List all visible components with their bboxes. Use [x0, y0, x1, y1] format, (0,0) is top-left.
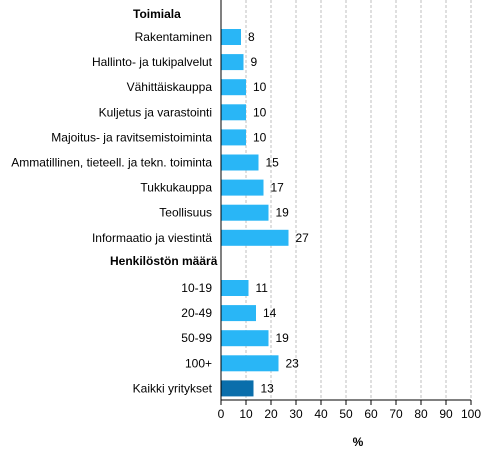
data-label: 10 — [253, 130, 267, 144]
category-label: Informaatio ja viestintä — [92, 231, 212, 245]
bar — [221, 54, 244, 71]
x-tick-label: 40 — [314, 407, 328, 421]
data-label: 17 — [271, 181, 285, 195]
bar — [221, 204, 269, 221]
category-label: Kuljetus ja varastointi — [99, 105, 212, 119]
x-tick-label: 80 — [414, 407, 428, 421]
bar — [221, 79, 246, 96]
bar — [221, 305, 256, 322]
category-label: Vähittäiskauppa — [127, 80, 213, 94]
bars — [221, 29, 289, 397]
bar — [221, 330, 269, 347]
data-label: 11 — [256, 281, 269, 295]
x-tick-label: 10 — [239, 407, 253, 421]
bar — [221, 355, 279, 372]
category-label: Kaikki yritykset — [133, 381, 213, 395]
category-label: 20-49 — [181, 306, 212, 320]
labels: Toimiala Rakentaminen 8 Hallinto- ja tukipa… — [11, 7, 309, 395]
x-tick-label: 50 — [339, 407, 353, 421]
bar — [221, 129, 246, 146]
x-axis: 0 10 20 30 40 50 60 70 80 90 100% — [218, 0, 481, 449]
bar — [221, 29, 241, 45]
x-tick-label: 30 — [289, 407, 303, 421]
x-axis-label: % — [353, 435, 364, 449]
data-label: 27 — [296, 231, 310, 245]
data-label: 23 — [286, 356, 300, 370]
data-label: 19 — [276, 331, 290, 345]
bar — [221, 380, 254, 397]
category-label: 100+ — [185, 356, 212, 370]
bar — [221, 154, 259, 171]
category-label: Teollisuus — [159, 206, 212, 220]
data-label: 15 — [266, 156, 280, 170]
data-label: 8 — [248, 30, 255, 44]
x-tick-label: 100 — [461, 407, 481, 421]
x-tick-label: 90 — [439, 407, 453, 421]
data-label: 10 — [253, 80, 267, 94]
category-label: Tukkukauppa — [140, 181, 212, 195]
bar — [221, 229, 289, 246]
bar — [221, 179, 264, 196]
data-label: 14 — [263, 306, 277, 320]
x-tick-label: 70 — [389, 407, 403, 421]
bar — [221, 104, 246, 121]
group-heading: Toimiala — [133, 7, 181, 21]
data-label: 13 — [261, 381, 275, 395]
category-label: 10-19 — [181, 281, 212, 295]
category-label: 50-99 — [181, 331, 212, 345]
data-label: 19 — [276, 206, 290, 220]
bar — [221, 280, 249, 296]
category-label: Hallinto- ja tukipalvelut — [92, 55, 213, 69]
gridlines — [245, 0, 472, 400]
category-label: Majoitus- ja ravitsemistoiminta — [51, 130, 212, 144]
category-label: Ammatillinen, tieteell. ja tekn. toimint… — [11, 156, 212, 170]
data-label: 9 — [251, 55, 258, 69]
data-label: 10 — [253, 105, 267, 119]
group-heading: Henkilöstön määrä — [110, 254, 218, 268]
x-tick-label: 20 — [264, 407, 278, 421]
x-tick-label: 60 — [364, 407, 378, 421]
category-label: Rakentaminen — [135, 30, 212, 44]
x-tick-label: 0 — [218, 407, 225, 421]
